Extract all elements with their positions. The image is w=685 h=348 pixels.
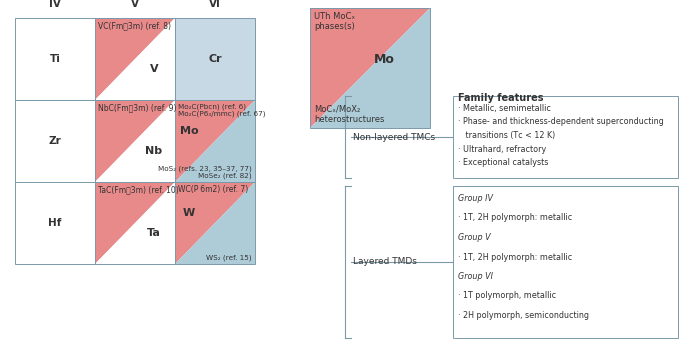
Bar: [15, 18, 95, 100]
Text: Layered TMDs: Layered TMDs: [353, 258, 417, 267]
Bar: [310, 8, 430, 128]
Text: WC(P 6m2) (ref. 7): WC(P 6m2) (ref. 7): [178, 185, 248, 194]
Text: · 2H polymorph, semiconducting: · 2H polymorph, semiconducting: [458, 311, 589, 320]
Text: Zr: Zr: [49, 136, 62, 146]
Polygon shape: [310, 8, 430, 128]
Polygon shape: [95, 100, 175, 182]
Polygon shape: [95, 18, 175, 100]
Text: NbC(Fm㌉3m) (ref. 9): NbC(Fm㌉3m) (ref. 9): [98, 103, 177, 112]
Text: Non-layered TMCs: Non-layered TMCs: [353, 133, 435, 142]
Text: Group VI: Group VI: [458, 272, 493, 281]
Text: · Metallic, semimetallic: · Metallic, semimetallic: [458, 104, 551, 113]
Text: Cr: Cr: [208, 54, 222, 64]
Text: TaC(Fm㌉3m) (ref. 10): TaC(Fm㌉3m) (ref. 10): [98, 185, 179, 194]
Text: UTh MoCₓ
phases(s): UTh MoCₓ phases(s): [314, 12, 355, 31]
Text: · Exceptional catalysts: · Exceptional catalysts: [458, 158, 549, 167]
Polygon shape: [175, 100, 255, 182]
Text: VI: VI: [209, 0, 221, 9]
Text: transitions (Tᴄ < 12 K): transitions (Tᴄ < 12 K): [458, 131, 556, 140]
Text: WS₂ (ref. 15): WS₂ (ref. 15): [206, 254, 252, 261]
Bar: [95, 18, 175, 100]
Polygon shape: [175, 182, 255, 264]
Polygon shape: [95, 18, 175, 100]
Bar: [453, 186, 678, 338]
Bar: [175, 18, 255, 100]
Text: Mo₂C(Pbcn) (ref. 6)
Mo₂C(P6₃/mmc) (ref. 67): Mo₂C(Pbcn) (ref. 6) Mo₂C(P6₃/mmc) (ref. …: [178, 103, 266, 117]
Bar: [453, 96, 678, 178]
Text: W: W: [183, 208, 195, 218]
Text: Ta: Ta: [147, 228, 161, 238]
Text: Group V: Group V: [458, 233, 490, 242]
Bar: [15, 182, 95, 264]
Bar: [175, 182, 255, 264]
Text: VC(Fm㌉3m) (ref. 8): VC(Fm㌉3m) (ref. 8): [98, 21, 171, 30]
Text: V: V: [131, 0, 139, 9]
Text: · Phase- and thickness-dependent superconducting: · Phase- and thickness-dependent superco…: [458, 118, 664, 127]
Text: Group IV: Group IV: [458, 194, 493, 203]
Polygon shape: [310, 8, 430, 128]
Text: Nb: Nb: [145, 146, 162, 156]
Polygon shape: [175, 182, 255, 264]
Bar: [95, 100, 175, 182]
Text: Mo: Mo: [180, 126, 199, 136]
Text: MoCₓ/MoX₂
heterostructures: MoCₓ/MoX₂ heterostructures: [314, 105, 384, 124]
Text: MoS₂ (refs. 23, 35–37, 77)
MoSe₂ (ref. 82): MoS₂ (refs. 23, 35–37, 77) MoSe₂ (ref. 8…: [158, 165, 252, 179]
Bar: [95, 182, 175, 264]
Bar: [175, 100, 255, 182]
Text: Mo: Mo: [374, 53, 395, 66]
Text: Hf: Hf: [49, 218, 62, 228]
Text: Family features: Family features: [458, 93, 543, 103]
Text: · Ultrahard, refractory: · Ultrahard, refractory: [458, 144, 546, 153]
Polygon shape: [95, 182, 175, 264]
Polygon shape: [95, 182, 175, 264]
Polygon shape: [95, 100, 175, 182]
Text: · 1T, 2H polymorph: metallic: · 1T, 2H polymorph: metallic: [458, 253, 572, 261]
Polygon shape: [175, 100, 255, 182]
Text: V: V: [149, 64, 158, 74]
Bar: [15, 100, 95, 182]
Text: · 1T polymorph, metallic: · 1T polymorph, metallic: [458, 292, 556, 301]
Text: IV: IV: [49, 0, 61, 9]
Text: · 1T, 2H polymorph: metallic: · 1T, 2H polymorph: metallic: [458, 214, 572, 222]
Text: Ti: Ti: [49, 54, 60, 64]
